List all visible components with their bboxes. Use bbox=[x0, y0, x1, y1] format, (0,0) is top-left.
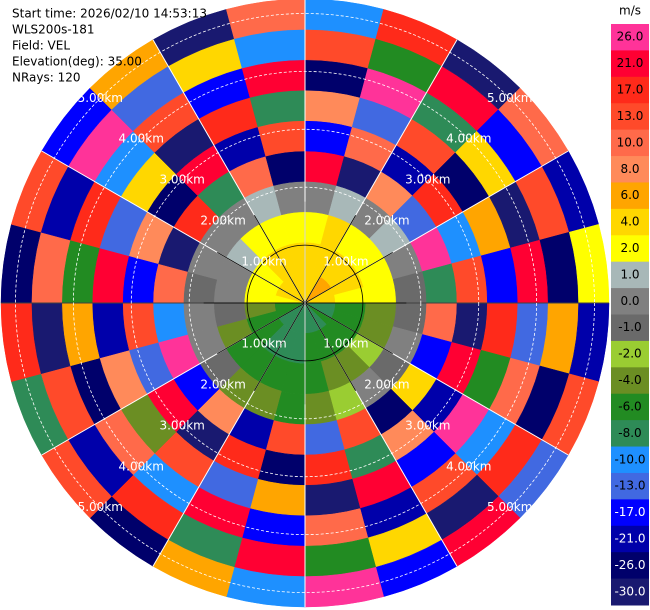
header: Start time: 2026/02/10 14:53:13 WLS200s-1… bbox=[12, 7, 207, 85]
spoke-inner bbox=[253, 302, 306, 391]
spoke-inner bbox=[304, 302, 393, 355]
velocity-cell bbox=[304, 120, 353, 157]
range-label: 1.00km bbox=[241, 336, 286, 350]
colorbar-segment bbox=[611, 420, 649, 448]
range-ring bbox=[72, 70, 538, 536]
colorbar-label: 10.0 bbox=[617, 135, 644, 149]
range-label: 4.00km bbox=[446, 132, 491, 146]
colorbar-segment bbox=[611, 367, 649, 395]
range-ring bbox=[246, 244, 364, 362]
colorbar-label: 8.0 bbox=[620, 162, 639, 176]
range-label: 1.00km bbox=[323, 255, 368, 269]
colorbar-label: 1.0 bbox=[620, 267, 639, 281]
colorbar-segment bbox=[611, 446, 649, 474]
colorbar-label: 21.0 bbox=[617, 56, 644, 70]
colorbar-segment bbox=[611, 156, 649, 183]
range-label: 3.00km bbox=[405, 418, 450, 432]
colorbar-segment bbox=[611, 24, 649, 51]
spoke-inner bbox=[304, 215, 357, 304]
range-ring bbox=[15, 13, 595, 593]
colorbar-segment bbox=[611, 76, 649, 104]
velocity-cell bbox=[226, 0, 306, 40]
velocity-cell bbox=[451, 255, 488, 304]
spoke-inner bbox=[304, 302, 357, 391]
spoke-inner bbox=[217, 302, 306, 355]
colorbar-segment bbox=[611, 472, 649, 500]
range-label: 3.00km bbox=[159, 418, 204, 432]
range-ring bbox=[130, 128, 480, 478]
colorbar-label: 26.0 bbox=[617, 30, 644, 44]
colorbar-label: -2.0 bbox=[618, 347, 641, 361]
colorbar-label: 0.0 bbox=[620, 294, 639, 308]
colorbar-segment bbox=[611, 235, 649, 263]
colorbar-segment bbox=[611, 340, 649, 368]
range-label: 2.00km bbox=[364, 377, 409, 391]
velocity-cell bbox=[257, 120, 306, 157]
velocity-cell bbox=[451, 302, 488, 351]
range-label: 1.00km bbox=[241, 255, 286, 269]
spoke-inner bbox=[217, 251, 306, 304]
range-label: 4.00km bbox=[119, 459, 164, 473]
colorbar-segment bbox=[611, 129, 649, 157]
velocity-cell bbox=[122, 255, 159, 304]
range-label: 5.00km bbox=[487, 91, 532, 105]
colorbar-segment bbox=[611, 288, 649, 315]
range-label: 5.00km bbox=[487, 500, 532, 514]
header-line: NRays: 120 bbox=[12, 71, 81, 85]
colorbar-label: 13.0 bbox=[617, 109, 644, 123]
colorbar: m/s 26.0 21.0 17.0 13.0 10.0 8.0 6.0 4.0 2.0 1.0 0.… bbox=[611, 4, 649, 606]
range-label: 2.00km bbox=[200, 377, 245, 391]
colorbar-segment bbox=[611, 103, 649, 131]
spoke-inner bbox=[304, 251, 393, 304]
header-line: Elevation(deg): 35.00 bbox=[12, 55, 142, 69]
range-label: 2.00km bbox=[364, 214, 409, 228]
velocity-cell bbox=[257, 449, 306, 486]
colorbar-label: 6.0 bbox=[620, 188, 639, 202]
colorbar-segment bbox=[611, 314, 649, 342]
colorbar-segment bbox=[611, 552, 649, 580]
range-label: 1.00km bbox=[323, 336, 368, 350]
range-label: 4.00km bbox=[119, 132, 164, 146]
colorbar-segment bbox=[611, 525, 649, 553]
colorbar-unit: m/s bbox=[619, 4, 641, 18]
colorbar-label: -26.0 bbox=[614, 558, 645, 572]
colorbar-segment bbox=[611, 50, 649, 78]
colorbar-segment bbox=[611, 182, 649, 210]
colorbar-label: -17.0 bbox=[614, 505, 645, 519]
header-line: Start time: 2026/02/10 14:53:13 bbox=[12, 7, 207, 21]
colorbar-label: -13.0 bbox=[614, 479, 645, 493]
overlay: 1.00km 1.00km 1.00km 1.00km 2.00km 2.00km 2.00… bbox=[1, 0, 609, 607]
header-line: WLS200s-181 bbox=[12, 23, 95, 37]
range-label: 2.00km bbox=[200, 214, 245, 228]
velocity-cell bbox=[304, 449, 353, 486]
velocity-cell bbox=[122, 302, 159, 351]
spoke-inner bbox=[253, 215, 306, 304]
colorbar-label: -10.0 bbox=[614, 452, 645, 466]
colorbar-label: -4.0 bbox=[618, 373, 641, 387]
colorbar-label: 17.0 bbox=[617, 83, 644, 97]
range-label: 4.00km bbox=[446, 459, 491, 473]
range-label: 5.00km bbox=[78, 500, 123, 514]
colorbar-segment bbox=[611, 261, 649, 289]
range-label: 3.00km bbox=[405, 173, 450, 187]
colorbar-label: -1.0 bbox=[618, 320, 641, 334]
colorbar-segment bbox=[611, 499, 649, 527]
colorbar-label: 2.0 bbox=[620, 241, 639, 255]
colorbar-segment bbox=[611, 578, 649, 606]
range-label: 5.00km bbox=[78, 91, 123, 105]
colorbar-label: -30.0 bbox=[614, 584, 645, 598]
colorbar-label: 4.0 bbox=[620, 215, 639, 229]
range-label: 3.00km bbox=[159, 173, 204, 187]
colorbar-segment bbox=[611, 393, 649, 421]
colorbar-label: -6.0 bbox=[618, 399, 641, 413]
colorbar-segment bbox=[611, 208, 649, 236]
colorbar-label: -8.0 bbox=[618, 426, 641, 440]
range-ring bbox=[188, 186, 422, 420]
header-line: Field: VEL bbox=[12, 39, 70, 53]
colorbar-label: -21.0 bbox=[614, 531, 645, 545]
